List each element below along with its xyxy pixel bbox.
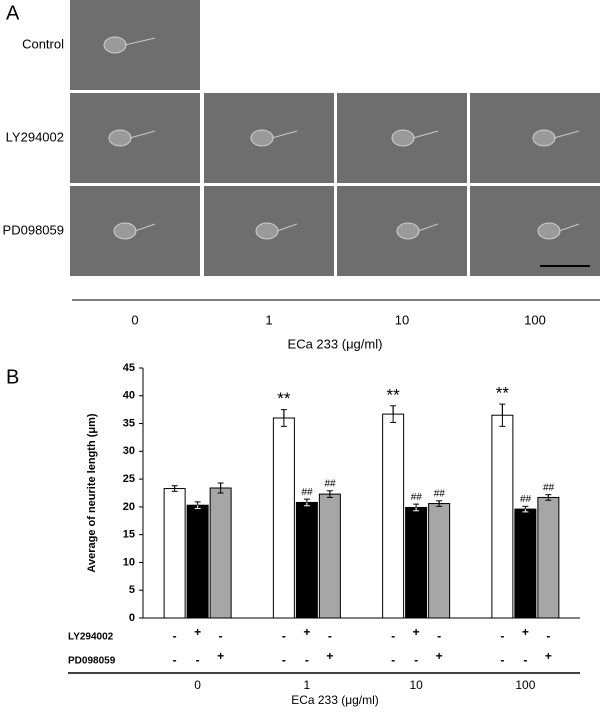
row-label: PD098059 xyxy=(3,222,64,237)
significance-mark: ## xyxy=(434,488,446,499)
treatment-sign: - xyxy=(500,653,504,667)
row-label: Control xyxy=(22,36,64,51)
treatment-sign: + xyxy=(436,649,443,663)
treatment-sign: - xyxy=(219,629,223,643)
bar xyxy=(514,508,537,619)
neurite xyxy=(129,130,156,139)
row-label: LY294002 xyxy=(6,129,64,144)
cell xyxy=(396,222,420,240)
treatment-sign: - xyxy=(391,653,395,667)
treatment-sign: - xyxy=(328,629,332,643)
significance-mark: ## xyxy=(411,492,423,503)
cell xyxy=(391,129,415,147)
treatment-sign: - xyxy=(391,629,395,643)
treatment-sign: - xyxy=(196,653,200,667)
cell xyxy=(255,222,279,240)
treatment-sign: - xyxy=(414,653,418,667)
significance-mark: ## xyxy=(301,487,313,498)
panel-label: A xyxy=(6,2,20,24)
significance-mark: ## xyxy=(543,482,555,493)
y-tick-label: 10 xyxy=(123,556,135,568)
treatment-sign: - xyxy=(523,653,527,667)
x-tick-label: 100 xyxy=(515,678,535,692)
significance-mark: ## xyxy=(520,494,532,505)
bar xyxy=(318,493,341,619)
column-label: 1 xyxy=(265,312,272,327)
treatment-sign: - xyxy=(437,629,441,643)
treatment-sign: + xyxy=(545,649,552,663)
y-tick-label: 30 xyxy=(123,445,135,457)
x-tick-label: 10 xyxy=(409,678,423,692)
x-axis-label: ECa 233 (μg/ml) xyxy=(288,336,383,351)
cell xyxy=(103,36,127,54)
bar xyxy=(209,487,232,619)
treatment-sign: - xyxy=(173,629,177,643)
treatment-sign: - xyxy=(173,653,177,667)
treatment-sign: - xyxy=(282,629,286,643)
cell xyxy=(113,222,137,240)
treatment-sign: + xyxy=(522,625,529,639)
micrograph xyxy=(470,186,600,276)
treatment-sign: + xyxy=(194,625,201,639)
bar xyxy=(272,417,295,619)
cell xyxy=(537,222,561,240)
column-label: 100 xyxy=(524,312,546,327)
bar xyxy=(382,413,405,619)
x-axis-label: ECa 233 (μg/ml) xyxy=(291,693,379,707)
cell xyxy=(532,129,556,147)
neurite xyxy=(271,130,298,139)
cell xyxy=(108,129,132,147)
micrograph xyxy=(70,93,200,183)
treatment-sign: + xyxy=(303,625,310,639)
y-tick-label: 15 xyxy=(123,529,135,541)
treatment-label: PD098059 xyxy=(68,656,116,667)
neurite xyxy=(417,223,439,232)
neurite xyxy=(134,223,156,232)
column-label: 10 xyxy=(395,312,409,327)
y-tick-label: 35 xyxy=(123,417,135,429)
treatment-sign: + xyxy=(217,649,224,663)
treatment-sign: + xyxy=(413,625,420,639)
significance-mark: ** xyxy=(496,384,510,403)
treatment-sign: - xyxy=(546,629,550,643)
y-tick-label: 25 xyxy=(123,473,135,485)
x-tick-label: 0 xyxy=(194,678,201,692)
cell xyxy=(250,129,274,147)
bar xyxy=(537,496,560,619)
bar xyxy=(186,504,209,619)
y-axis-label: Average of neurite length (μm) xyxy=(86,413,98,572)
y-tick-label: 5 xyxy=(129,584,135,596)
bar xyxy=(405,506,428,619)
micrograph xyxy=(70,0,200,90)
neurite xyxy=(412,130,439,139)
treatment-sign: - xyxy=(500,629,504,643)
treatment-sign: - xyxy=(305,653,309,667)
neurite xyxy=(558,223,580,232)
treatment-sign: - xyxy=(282,653,286,667)
significance-mark: ## xyxy=(324,478,336,489)
neurite xyxy=(276,223,298,232)
panel-label: B xyxy=(6,366,19,388)
bar xyxy=(491,414,514,619)
treatment-sign: + xyxy=(326,649,333,663)
y-tick-label: 45 xyxy=(123,362,135,374)
significance-mark: ** xyxy=(387,385,401,404)
significance-mark: ** xyxy=(277,389,291,408)
x-tick-label: 1 xyxy=(304,678,311,692)
neurite xyxy=(553,130,580,139)
y-tick-label: 0 xyxy=(129,612,135,624)
bar xyxy=(295,501,318,619)
y-tick-label: 40 xyxy=(123,390,135,402)
y-tick-label: 20 xyxy=(123,501,135,513)
bar xyxy=(428,503,451,619)
column-label: 0 xyxy=(131,312,138,327)
treatment-label: LY294002 xyxy=(68,632,114,643)
bar xyxy=(163,488,186,619)
neurite xyxy=(124,37,156,46)
